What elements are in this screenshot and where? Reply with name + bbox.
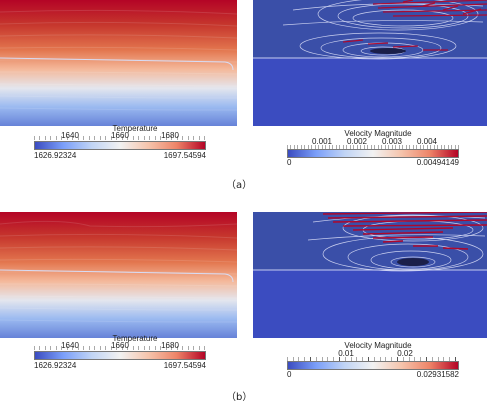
velocity-tick-label: 0.004 [416,137,438,146]
velocity-colorbar-title-a: Velocity Magnitude [344,129,412,138]
temperature-colorbar-a [34,141,206,150]
velocity-field-b [253,212,487,338]
velocity-min-label: 0 [287,370,292,379]
velocity-tick-label: 0.02 [397,349,413,358]
temperature-field-a [0,0,237,126]
velocity-max-label: 0.02931582 [416,370,459,379]
temperature-tick-label: 1660 [111,131,129,140]
temperature-tick-label: 1660 [111,341,129,350]
velocity-max-label: 0.00494149 [416,158,459,167]
velocity-tick-label: 0.002 [346,137,368,146]
temperature-colorbar-ticks-a [34,136,206,140]
temperature-colorbar-title-a: Temperature [112,124,158,133]
velocity-min-label: 0 [287,158,292,167]
temperature-tick-label: 1640 [61,341,79,350]
caption-a: （a） [226,180,253,191]
velocity-tick-label: 0.01 [338,349,354,358]
temperature-colorbar-b [34,351,206,360]
temperature-colorbar-ticks-b [34,346,206,350]
velocity-tick-label: 0.001 [311,137,333,146]
temperature-tick-label: 1680 [161,341,179,350]
temperature-tick-label: 1680 [161,131,179,140]
temperature-min-label: 1626.92324 [34,151,77,160]
temperature-max-label: 1697.54594 [163,361,206,370]
velocity-colorbar-ticks-b [287,357,459,361]
caption-b: （b） [226,392,253,403]
temperature-tick-label: 1640 [61,131,79,140]
temperature-min-label: 1626.92324 [34,361,77,370]
velocity-field-a [253,0,487,126]
temperature-max-label: 1697.54594 [163,151,206,160]
velocity-colorbar-title-b: Velocity Magnitude [344,341,412,350]
temperature-field-b [0,212,237,338]
velocity-colorbar-b [287,361,459,370]
velocity-tick-label: 0.003 [381,137,403,146]
velocity-colorbar-a [287,149,459,158]
temperature-colorbar-title-b: Temperature [112,334,158,343]
velocity-colorbar-ticks-a [287,145,459,149]
